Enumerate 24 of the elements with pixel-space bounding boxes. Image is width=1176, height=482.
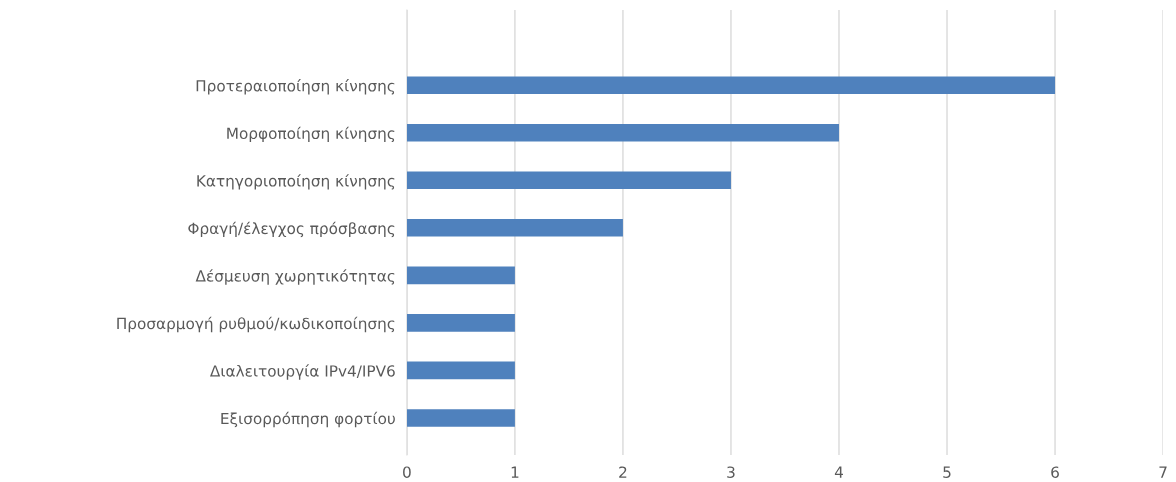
x-tick-label: 3: [727, 466, 735, 478]
x-tick-label: 4: [834, 466, 843, 478]
x-tick-label: 1: [511, 466, 519, 478]
bar: [406, 266, 515, 285]
x-tick-label: 0: [403, 466, 411, 478]
bar: [406, 171, 731, 190]
y-tick-label: Φραγή/έλεγχος πρόσβασης: [188, 221, 395, 238]
y-tick-label: Κατηγοριοποίηση κίνησης: [197, 174, 395, 190]
x-tick-label: 6: [1051, 466, 1059, 478]
x-tick-label: 5: [943, 466, 951, 478]
y-tick-label: Προσαρμογή ρυθμού/κωδικοποίησης: [117, 316, 395, 333]
y-tick-label: Εξισορρόπηση φορτίου: [221, 411, 395, 428]
x-tick-label: 7: [1159, 466, 1167, 478]
y-tick-label: Διαλειτουργία IPv4/IPV6: [210, 364, 395, 380]
y-tick-label: Μορφοποίηση κίνησης: [227, 126, 395, 143]
bar: [406, 361, 515, 380]
bar: [406, 314, 515, 332]
bar: [406, 409, 515, 427]
y-tick-label: Δέσμευση χωρητικότητας: [195, 269, 395, 285]
bar: [406, 123, 839, 142]
bar: [406, 76, 1056, 95]
y-tick-label: Προτεραιοποίηση κίνησης: [196, 79, 395, 95]
bar: [406, 219, 623, 237]
x-tick-label: 2: [619, 466, 627, 478]
